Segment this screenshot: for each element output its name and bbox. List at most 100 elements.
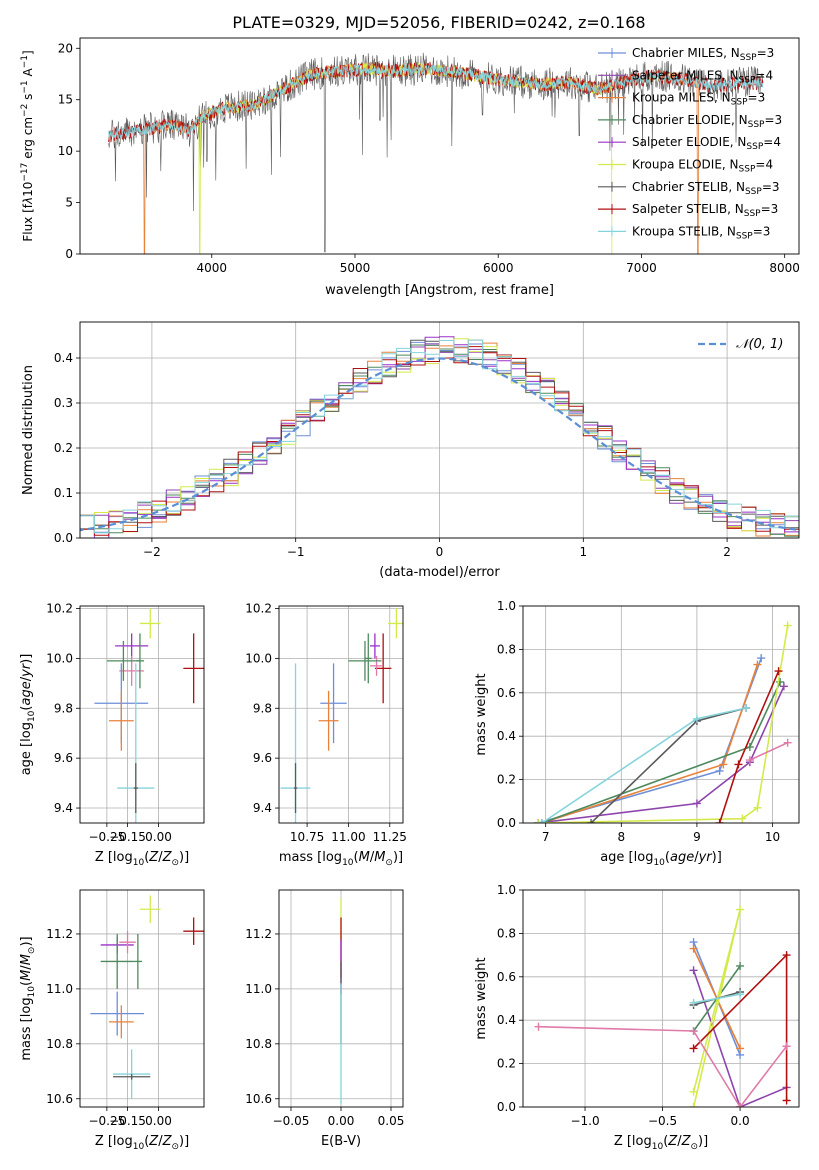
histogram-series — [80, 346, 799, 536]
x-tick-label: 8000 — [769, 261, 800, 275]
axes-frame — [79, 889, 205, 1108]
y-tick-label: 10.2 — [245, 601, 272, 615]
series-marker — [774, 667, 783, 676]
legend-label: Chabrier STELIB, NSSP=3 — [632, 180, 780, 197]
mass-weight-series — [689, 905, 745, 1107]
legend-label: 𝒩(0, 1) — [736, 337, 783, 352]
y-tick-label: 9.4 — [253, 801, 272, 815]
x-tick-label: 11.00 — [331, 830, 365, 844]
x-tick-label: −2 — [143, 545, 161, 559]
legend-label: Salpeter MILES, NSSP=4 — [632, 68, 773, 85]
x-axis-label: (data-model)/error — [379, 565, 500, 580]
legend-entry: Salpeter STELIB, NSSP=3 — [598, 202, 778, 219]
series-marker — [757, 654, 766, 663]
errorbar-point — [293, 763, 298, 814]
series-line — [692, 970, 787, 1107]
y-tick-label: 0.0 — [497, 816, 516, 830]
series-marker — [783, 738, 792, 747]
x-tick-label: 0.00 — [145, 830, 172, 844]
series-marker — [736, 905, 745, 914]
series-marker — [753, 803, 762, 812]
series-marker — [736, 961, 745, 970]
x-tick-label: 11.25 — [373, 830, 407, 844]
y-tick-label: 9.6 — [54, 751, 73, 765]
y-tick-label: 10.0 — [245, 651, 272, 665]
y-tick-label: 10.8 — [46, 1037, 73, 1051]
y-tick-label: 0.2 — [54, 441, 73, 455]
series-marker — [776, 677, 785, 686]
legend-entry: Kroupa ELODIE, NSSP=4 — [598, 158, 773, 175]
mass-weight-series — [534, 1022, 791, 1107]
figure-title: PLATE=0329, MJD=52056, FIBERID=0242, z=0… — [232, 13, 645, 32]
x-tick-label: 0 — [436, 545, 444, 559]
series-line — [538, 625, 789, 823]
y-tick-label: 0.6 — [497, 686, 516, 700]
x-tick-label: 5000 — [340, 261, 371, 275]
x-tick-label: 2 — [723, 545, 731, 559]
age-vs-mass-panel: 10.75 11.00 11.25 9.4 9.6 9.8 10.0 10.2 mass [lo… — [245, 601, 407, 868]
series-marker — [534, 1022, 543, 1031]
series-line — [749, 741, 789, 761]
errorbar-point — [388, 608, 403, 639]
series-line — [538, 1025, 788, 1107]
y-tick-label: 0.4 — [54, 351, 73, 365]
errorbar-point — [119, 931, 136, 954]
x-axis-label: Z [log10(Z/Z⊙)] — [614, 1134, 708, 1152]
x-tick-label: 4000 — [196, 261, 227, 275]
y-tick-label: 9.8 — [253, 701, 272, 715]
series-marker — [692, 799, 701, 808]
legend-label: Chabrier MILES, NSSP=3 — [632, 46, 774, 63]
residual-histogram-panel: −2 −1 0 1 2 0.0 0.1 0.2 0.3 0.4 (data-model)/error… — [21, 321, 800, 580]
x-tick-label: −0.25 — [88, 1114, 125, 1128]
series-marker — [736, 1044, 745, 1053]
y-tick-label: 1.0 — [497, 599, 516, 613]
legend-label: Kroupa ELODIE, NSSP=4 — [632, 158, 773, 175]
series-marker — [689, 1027, 698, 1036]
mass-weight-series — [534, 654, 766, 823]
series-marker — [719, 760, 728, 769]
legend-entry: Chabrier MILES, NSSP=3 — [598, 46, 774, 63]
series-marker — [782, 951, 791, 960]
y-tick-label: 11.2 — [245, 927, 272, 941]
mass-weight-series — [689, 951, 791, 1105]
y-axis-label: mass [log10(M/M⊙)] — [19, 936, 37, 1060]
mass-weight-series — [587, 703, 751, 823]
x-tick-label: 7000 — [626, 261, 657, 275]
series-marker — [745, 743, 754, 752]
errorbar-point — [320, 663, 347, 744]
errorbar-point — [133, 763, 138, 814]
y-tick-label: 0 — [65, 247, 73, 261]
x-tick-label: 1 — [579, 545, 587, 559]
spectrum-panel: 4000 5000 6000 7000 8000 0 5 10 15 20 wavelength [… — [20, 37, 800, 298]
series-marker — [782, 1042, 791, 1051]
axes-frame — [79, 605, 205, 824]
y-axis-label: mass weight — [474, 673, 489, 755]
legend-entry: Chabrier STELIB, NSSP=3 — [598, 180, 780, 197]
series-marker — [534, 819, 543, 823]
series-marker — [689, 1103, 698, 1107]
series-marker — [692, 714, 701, 723]
errorbar-point — [139, 895, 161, 923]
series-marker — [783, 621, 792, 630]
errorbar-point — [374, 633, 392, 704]
series-marker — [689, 998, 698, 1007]
y-tick-label: 10 — [58, 144, 73, 158]
series-marker — [753, 660, 762, 669]
legend-label: Chabrier ELODIE, NSSP=3 — [632, 113, 782, 130]
legend-entry: Chabrier ELODIE, NSSP=3 — [598, 113, 782, 130]
series-line — [538, 685, 785, 823]
axes-frame — [79, 37, 800, 255]
errorbar-point — [348, 640, 382, 681]
series-marker — [689, 944, 698, 953]
x-tick-label: −0.25 — [88, 830, 125, 844]
mass-weight-series — [745, 738, 792, 765]
mass-weight-vs-age-panel: 7 8 9 10 0.0 0.2 0.4 0.6 0.8 1.0 age [log10(age/yr… — [474, 599, 800, 868]
errorbar-point — [369, 633, 380, 659]
series-marker — [745, 756, 754, 765]
x-axis-label: Z [log10(Z/Z⊙)] — [95, 1134, 189, 1152]
y-tick-label: 9.6 — [253, 751, 272, 765]
errorbar-point — [100, 933, 134, 989]
y-tick-label: 0.8 — [497, 642, 516, 656]
x-tick-label: 10 — [765, 830, 780, 844]
